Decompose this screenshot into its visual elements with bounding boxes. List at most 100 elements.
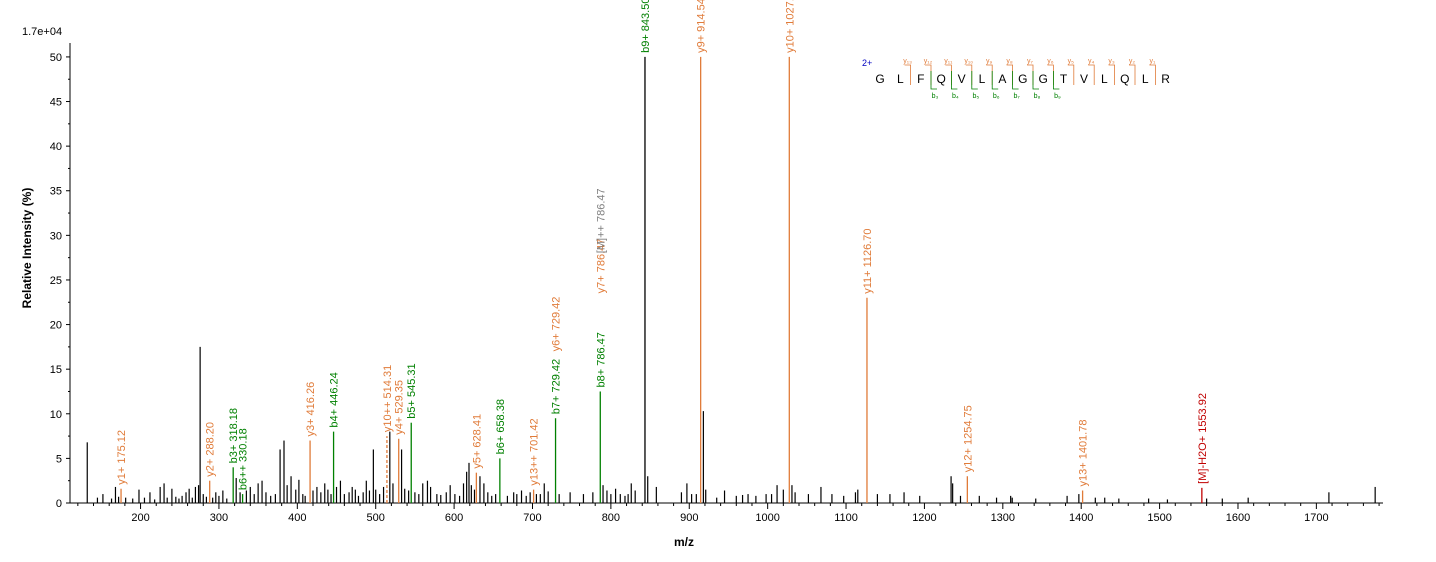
intensity-scale-label: 1.7e+04 xyxy=(22,26,62,38)
y-ion-bracket xyxy=(1027,64,1034,85)
peak-label: y10++ 514.31 xyxy=(382,365,394,432)
y-ion-bracket xyxy=(1149,64,1156,85)
b-ion-bracket xyxy=(991,71,999,90)
x-axis-title: m/z xyxy=(674,535,694,549)
x-tick-label: 300 xyxy=(210,512,228,524)
sequence-residue: L xyxy=(1142,72,1149,86)
x-tick-label: 1000 xyxy=(755,512,779,524)
y-ion-marker: y₁₂ xyxy=(924,58,933,65)
x-axis: 200 300 400 500 600 700 800 900 1000 1100 1200 1300… xyxy=(70,502,1383,524)
x-tick-label: 800 xyxy=(602,512,620,524)
peaks xyxy=(86,56,1376,503)
y-ion-bracket xyxy=(986,64,993,85)
y-ion-bracket xyxy=(1088,64,1095,85)
y-tick-label: 30 xyxy=(50,230,62,242)
y-tick-label: 5 xyxy=(56,453,62,465)
y-ion-bracket xyxy=(945,64,952,85)
y-ion-marker: y₈ xyxy=(1006,58,1013,65)
peak-label: y2+ 288.20 xyxy=(205,422,217,477)
y-tick-label: 15 xyxy=(50,364,62,376)
peak-label: y3+ 416.26 xyxy=(305,382,317,437)
b-ion-marker: b₉ xyxy=(1054,93,1061,100)
peak-label: b3+ 318.18 xyxy=(228,408,240,463)
y-tick-label: 25 xyxy=(50,275,62,287)
y-tick-label: 40 xyxy=(50,141,62,153)
b-ion-bracket xyxy=(1012,71,1019,90)
y-ion-marker: y₉ xyxy=(986,58,993,65)
sequence-residue: G xyxy=(1039,72,1048,86)
y-ion-marker: y₁₃ xyxy=(903,58,912,65)
y-ion-marker: y₄ xyxy=(1088,58,1095,65)
peak-label: [M]++ 786.47 xyxy=(595,188,607,253)
peak-label: y6+ 729.42 xyxy=(551,297,563,352)
x-tick-label: 1300 xyxy=(991,512,1015,524)
sequence-residue: T xyxy=(1060,72,1068,86)
peak-label: y11+ 1126.70 xyxy=(862,228,874,293)
peak-label: b6++ 330.18 xyxy=(238,428,250,490)
peak-label: y9+ 914.54 xyxy=(696,0,708,53)
peak-label: y1+ 175.12 xyxy=(116,430,128,485)
sequence-residue: V xyxy=(1080,72,1088,86)
charge-state-label: 2+ xyxy=(862,58,872,68)
peak-label: y12+ 1254.75 xyxy=(962,405,974,472)
y-ion-bracket xyxy=(1129,64,1136,85)
y-ion-bracket xyxy=(965,64,973,85)
x-tick-label: 900 xyxy=(680,512,698,524)
y-ion-bracket xyxy=(1108,64,1115,85)
peak-label: y4+ 529.35 xyxy=(394,380,406,435)
sequence-residue: F xyxy=(917,72,924,86)
x-tick-label: 1400 xyxy=(1069,512,1093,524)
sequence-residue: Q xyxy=(937,72,946,86)
peak-label: b7+ 729.42 xyxy=(551,359,563,414)
peak-label: b9+ 843.50 xyxy=(640,0,652,53)
sequence-residue: V xyxy=(958,72,966,86)
y-ion-marker: y₆ xyxy=(1047,58,1054,65)
y-ion-marker: y₂ xyxy=(1129,58,1136,65)
y-axis: 0 5 10 15 20 25 30 35 40 45 50 xyxy=(50,43,71,510)
sequence-residue: G xyxy=(875,72,884,86)
b-ion-bracket xyxy=(951,71,958,90)
y-ion-marker: y₁₁ xyxy=(944,58,953,65)
x-tick-label: 200 xyxy=(131,512,149,524)
sequence-residue: L xyxy=(1101,72,1108,86)
y-tick-label: 0 xyxy=(56,498,62,510)
sequence-residue: L xyxy=(897,72,904,86)
b-ion-marker: b₇ xyxy=(1013,93,1020,100)
x-tick-label: 1200 xyxy=(912,512,936,524)
sequence-residue: Q xyxy=(1120,72,1129,86)
b-ion-bracket xyxy=(971,71,978,90)
y-ion-marker: y₃ xyxy=(1108,58,1115,65)
x-tick-label: 600 xyxy=(445,512,463,524)
x-tick-label: 700 xyxy=(523,512,541,524)
peak-label: b4+ 446.24 xyxy=(329,372,341,427)
b-ion-marker: b₄ xyxy=(952,93,959,100)
b-ion-marker: b₈ xyxy=(1034,93,1041,100)
peak-label: y7+ 786.47 xyxy=(595,239,607,294)
y-ion-marker: y₅ xyxy=(1068,58,1075,65)
x-tick-label: 1500 xyxy=(1147,512,1171,524)
x-tick-label: 400 xyxy=(288,512,306,524)
y-tick-label: 20 xyxy=(50,320,62,332)
y-ion-marker: y₁₀ xyxy=(964,58,973,65)
x-tick-label: 1600 xyxy=(1226,512,1250,524)
y-ion-bracket xyxy=(904,64,911,85)
y-tick-label: 45 xyxy=(50,97,62,109)
y-ion-marker: y₇ xyxy=(1027,58,1034,65)
peak-label: b8+ 786.47 xyxy=(595,332,607,387)
y-tick-label: 50 xyxy=(50,52,62,64)
y-axis-title: Relative Intensity (%) xyxy=(20,188,34,309)
b-ion-marker: b₃ xyxy=(932,93,939,100)
b-ion-marker: b₆ xyxy=(993,93,1000,100)
y-ion-bracket xyxy=(1067,64,1075,85)
sequence-residue: A xyxy=(998,72,1006,86)
sequence-residue: G xyxy=(1018,72,1027,86)
peak-label: b5+ 545.31 xyxy=(406,363,418,418)
sequence-residue: L xyxy=(979,72,986,86)
peak-label: y5+ 628.41 xyxy=(471,414,483,469)
peak-label: y13+ 1401.78 xyxy=(1078,420,1090,487)
peak-label: y10+ 1027.62 xyxy=(784,0,796,53)
y-ion-bracket xyxy=(925,64,932,85)
